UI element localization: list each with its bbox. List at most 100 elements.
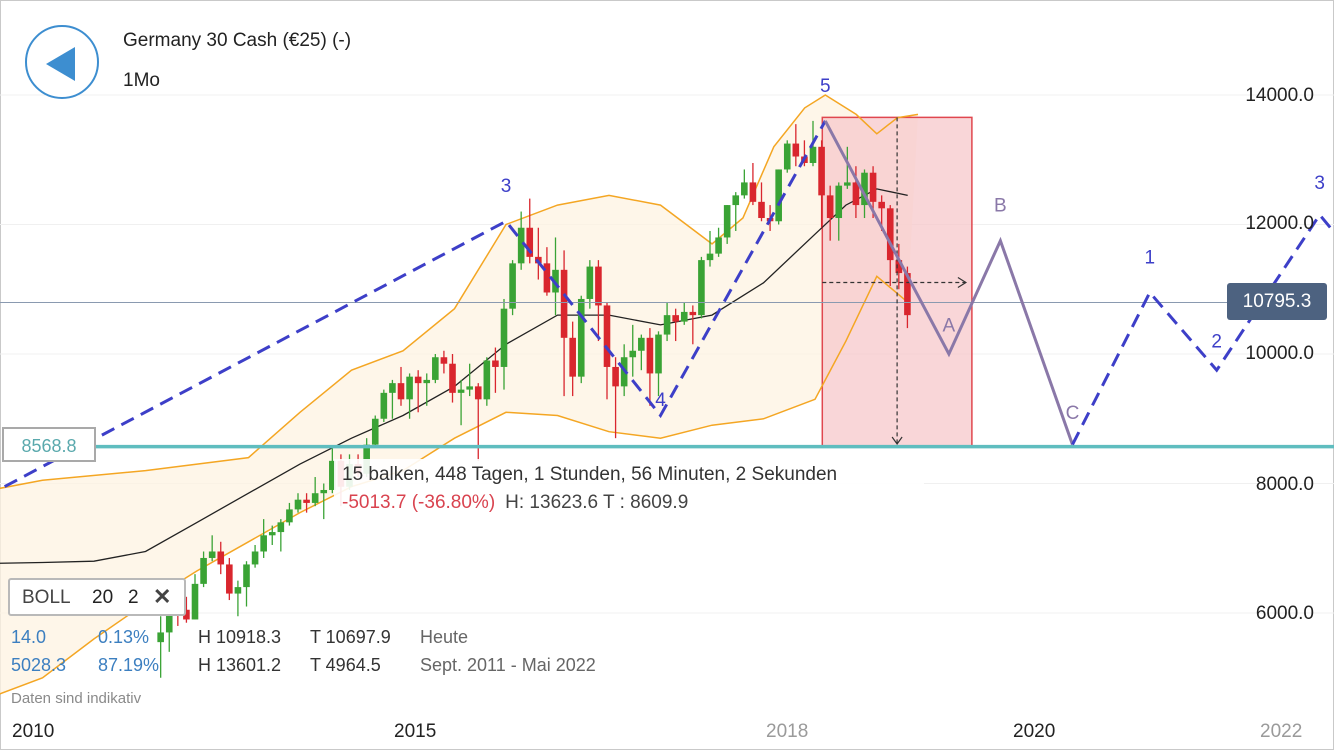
bollinger-band-fill — [0, 95, 918, 694]
candle-body — [689, 311, 697, 316]
candle-body — [835, 185, 843, 219]
candle-body — [492, 360, 499, 367]
candle-body — [586, 266, 594, 299]
candle-body — [234, 587, 242, 594]
candle-body — [723, 205, 731, 238]
stat-range-low: T 4964.5 — [310, 655, 381, 675]
candle-body — [483, 360, 491, 400]
candle-body — [663, 315, 671, 335]
candle-body — [732, 195, 740, 206]
candle-body — [449, 363, 456, 393]
support-level-badge[interactable]: 8568.8 — [2, 427, 96, 462]
candle-body — [809, 146, 817, 163]
candle-body — [226, 564, 233, 594]
wave-label: 3 — [501, 176, 512, 197]
candle-body — [183, 609, 190, 620]
candle-body — [466, 386, 473, 390]
candle-body — [200, 557, 207, 584]
candle-body — [560, 269, 568, 338]
candle-body — [680, 311, 688, 322]
candle-body — [595, 266, 602, 306]
x-tick-label: 2022 — [1256, 721, 1307, 743]
wave-label: 4 — [655, 390, 666, 411]
candle-body — [577, 298, 585, 377]
measurement-duration: 15 balken, 448 Tagen, 1 Stunden, 56 Minu… — [342, 464, 838, 485]
candle-body — [741, 182, 748, 196]
measurement-change: -5013.7 (-36.80%) — [342, 492, 496, 513]
candle-body — [792, 143, 800, 157]
measurement-high-low: H: 13623.6 T : 8609.9 — [505, 492, 689, 513]
indicator-chip-boll[interactable]: BOLL 20 2 ✕ — [8, 578, 186, 616]
candle-body — [783, 143, 791, 170]
candle-body — [672, 315, 679, 322]
candle-body — [457, 389, 465, 393]
candle-body — [646, 337, 654, 374]
candle-body — [380, 392, 388, 419]
candle-body — [852, 182, 860, 206]
candle-body — [869, 172, 877, 202]
candle-body — [775, 169, 782, 222]
bollinger-upper-line — [0, 94, 919, 490]
candle-body — [389, 383, 396, 393]
candle-body — [251, 551, 259, 565]
stat-today-period: Heute — [420, 627, 469, 647]
candle-body — [414, 376, 422, 384]
candle-body — [698, 260, 705, 316]
candle-body — [440, 357, 448, 364]
candle-body — [286, 509, 293, 523]
candle-body — [303, 499, 310, 503]
candle-body — [826, 195, 834, 219]
candle-body — [904, 273, 911, 316]
current-price-badge: 10795.3 — [1227, 283, 1327, 320]
candle-body — [844, 182, 851, 186]
candle-body — [277, 522, 285, 533]
x-tick-label: 2018 — [762, 721, 813, 743]
candle-body — [432, 357, 439, 380]
candle-body — [715, 237, 722, 254]
candle-body — [612, 366, 619, 387]
candle-body — [895, 260, 903, 274]
measurement-values: -5013.7 (-36.80%) H: 13623.6 T : 8609.9 — [342, 492, 688, 514]
y-tick-label: 14000.0 — [1245, 85, 1314, 106]
wave-label: 2 — [1211, 332, 1222, 353]
candle-body — [208, 551, 216, 558]
candle-body — [397, 383, 405, 400]
candle-body — [371, 418, 379, 445]
stat-range-high: H 13601.2 — [198, 655, 282, 675]
candle-body — [861, 172, 868, 206]
candle-body — [474, 386, 482, 400]
candle-body — [526, 227, 534, 257]
y-tick-label: 6000.0 — [1255, 603, 1314, 624]
measurement-arrow — [891, 436, 903, 446]
bollinger-lower-line — [0, 275, 909, 695]
stat-range-pct: 87.19% — [98, 655, 160, 675]
candle-body — [500, 308, 508, 367]
measurement-tooltip: 15 balken, 448 Tagen, 1 Stunden, 56 Minu… — [334, 459, 924, 519]
indicator-name: BOLL — [22, 587, 71, 608]
candle-body — [758, 201, 765, 219]
x-tick-label: 2015 — [390, 721, 441, 743]
y-tick-label: 8000.0 — [1255, 474, 1314, 495]
y-tick-label: 12000.0 — [1245, 213, 1314, 234]
bollinger-middle-line — [0, 188, 908, 564]
stat-today-change: 14.0 — [11, 627, 47, 647]
wave-label: A — [943, 315, 956, 336]
close-icon[interactable]: ✕ — [153, 584, 172, 609]
candle-body — [243, 564, 250, 588]
candle-body — [509, 263, 516, 309]
candle-body — [260, 535, 267, 552]
wave-label: 1 — [1144, 247, 1155, 268]
stat-today-high: H 10918.3 — [198, 627, 282, 647]
wave-label: B — [994, 196, 1007, 217]
timeframe-label[interactable]: 1Mo — [123, 70, 160, 91]
candle-body — [157, 632, 164, 643]
stat-today-low: T 10697.9 — [310, 627, 391, 647]
indicator-period: 20 — [92, 587, 114, 608]
x-tick-label: 2020 — [1009, 721, 1060, 743]
candle-body — [638, 337, 645, 351]
candle-body — [749, 182, 757, 202]
measurement-arrow — [957, 276, 968, 289]
back-button[interactable] — [25, 25, 99, 99]
stat-today-pct: 0.13% — [98, 627, 150, 647]
